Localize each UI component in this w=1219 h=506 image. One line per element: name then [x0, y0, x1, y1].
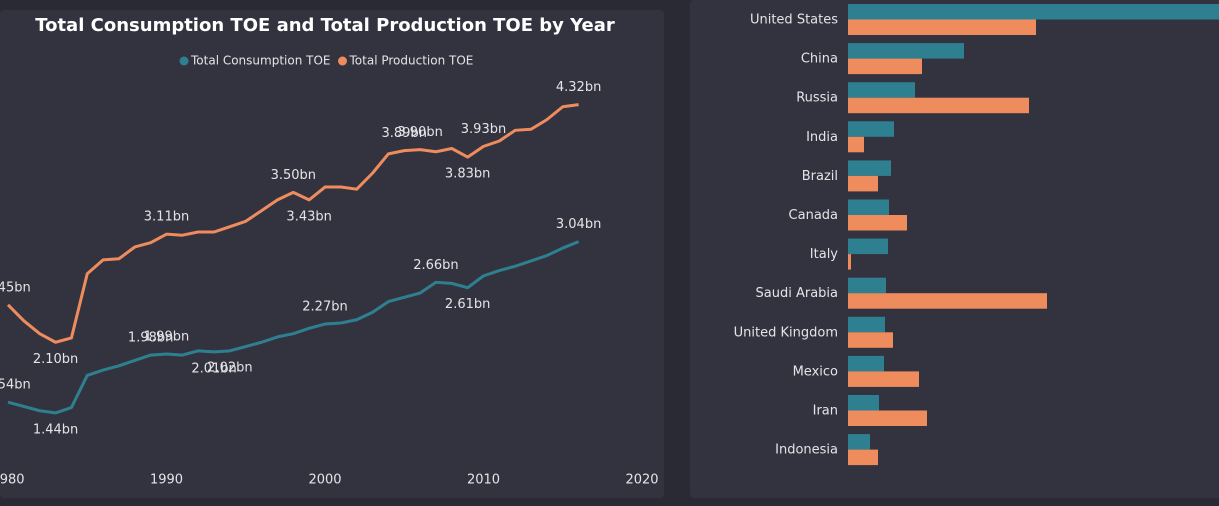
bar	[848, 215, 907, 231]
data-label: 3.89bn	[382, 126, 427, 141]
data-label: 1.99bn	[144, 330, 189, 345]
data-label: 1.44bn	[33, 422, 78, 437]
category-label: Italy	[810, 247, 839, 262]
data-label: 2.27bn	[302, 300, 347, 315]
bar	[848, 277, 886, 294]
category-label: United States	[750, 13, 838, 28]
category-label: Brazil	[802, 169, 838, 184]
data-label: 3.90bn	[397, 125, 442, 140]
x-tick-label: 2010	[467, 473, 500, 488]
data-label: 3.93bn	[461, 122, 506, 137]
series-line	[7, 240, 580, 415]
data-label: 3.83bn	[445, 167, 490, 182]
data-label: 2.10bn	[33, 352, 78, 367]
bar	[848, 449, 878, 466]
bar-chart: United States China Russia India Brazil Canad…	[734, 4, 1219, 466]
bar	[848, 254, 851, 270]
data-label: 2.61bn	[445, 297, 490, 312]
bar	[848, 316, 885, 333]
bar	[848, 293, 1047, 309]
bar	[848, 332, 893, 348]
bar	[848, 410, 927, 426]
legend-marker	[338, 56, 347, 66]
data-label: 3.11bn	[144, 210, 189, 225]
bar	[848, 82, 915, 98]
data-label: 1.98bn	[128, 331, 173, 346]
data-label: 1.54bn	[0, 378, 31, 393]
bar	[848, 434, 870, 450]
category-label: India	[806, 130, 838, 145]
bar	[848, 43, 964, 59]
bar	[848, 395, 879, 411]
x-tick-label: 2000	[308, 473, 341, 488]
bar	[848, 136, 864, 153]
data-label: 2.01bn	[191, 361, 236, 376]
bar	[848, 121, 894, 137]
chart-title: Total Consumption TOE and Total Producti…	[35, 15, 615, 36]
category-label: Mexico	[793, 364, 838, 379]
data-label: 3.50bn	[271, 168, 316, 183]
right-panel	[690, 0, 1219, 498]
bar	[848, 199, 889, 215]
bar	[848, 238, 888, 255]
bar	[848, 175, 878, 192]
category-label: China	[801, 52, 838, 67]
left-panel	[0, 10, 664, 498]
data-label: 3.04bn	[556, 217, 601, 232]
legend-marker	[179, 56, 189, 66]
category-label: Russia	[796, 91, 838, 106]
bar	[848, 160, 891, 176]
bar	[848, 371, 919, 387]
category-label: Saudi Arabia	[756, 286, 839, 301]
data-label: 3.43bn	[286, 209, 331, 224]
data-label: 4.32bn	[556, 80, 601, 95]
category-label: Canada	[789, 208, 838, 223]
x-tick-label: 2020	[625, 473, 658, 488]
bar	[848, 355, 884, 372]
data-label: 2.45bn	[0, 280, 31, 295]
category-label: Indonesia	[775, 443, 838, 458]
series-line	[6, 103, 579, 344]
data-label: 2.02bn	[207, 360, 252, 375]
data-label: 2.66bn	[413, 258, 458, 273]
category-label: Iran	[813, 404, 838, 419]
x-tick-label: 1990	[150, 473, 183, 488]
x-tick-label: 1980	[0, 473, 25, 488]
bar	[848, 97, 1029, 114]
legend-label: Total Consumption TOE	[190, 54, 331, 68]
bar	[848, 4, 1219, 20]
bar	[848, 19, 1036, 35]
bar	[848, 58, 922, 75]
category-label: United Kingdom	[734, 325, 838, 340]
legend-label: Total Production TOE	[349, 54, 474, 68]
